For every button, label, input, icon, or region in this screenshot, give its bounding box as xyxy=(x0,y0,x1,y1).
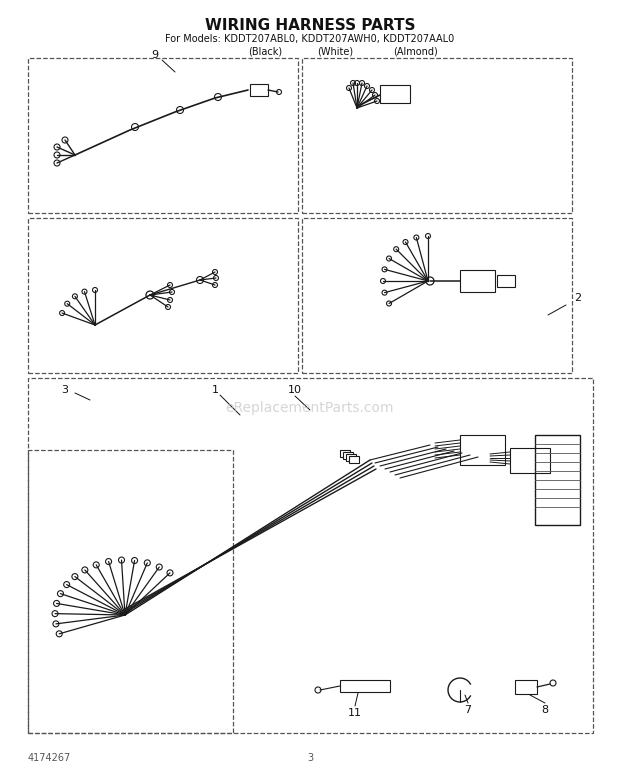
Bar xyxy=(28,450,233,733)
Bar xyxy=(343,452,353,459)
Bar xyxy=(380,85,410,103)
Text: For Models: KDDT207ABL0, KDDT207AWH0, KDDT207AAL0: For Models: KDDT207ABL0, KDDT207AWH0, KD… xyxy=(166,34,454,44)
Bar xyxy=(346,454,356,461)
Text: (Almond): (Almond) xyxy=(392,46,437,56)
Text: 10: 10 xyxy=(288,385,302,395)
Bar xyxy=(302,218,572,373)
Bar xyxy=(28,218,298,373)
Text: WIRING HARNESS PARTS: WIRING HARNESS PARTS xyxy=(205,18,415,33)
Bar xyxy=(460,435,505,465)
Text: 2: 2 xyxy=(575,293,582,303)
Bar xyxy=(497,275,515,287)
Bar xyxy=(28,378,593,733)
Text: eReplacementParts.com: eReplacementParts.com xyxy=(226,401,394,415)
Bar xyxy=(515,680,537,694)
Text: 3: 3 xyxy=(307,753,313,763)
Bar xyxy=(250,84,268,96)
Bar xyxy=(535,435,580,525)
Bar xyxy=(28,58,298,213)
Text: (Black): (Black) xyxy=(248,46,282,56)
Bar xyxy=(349,456,359,463)
Text: 11: 11 xyxy=(348,708,362,718)
Bar xyxy=(340,450,350,457)
Text: 8: 8 xyxy=(541,705,549,715)
Bar xyxy=(510,448,550,473)
Bar xyxy=(460,270,495,292)
Text: 4174267: 4174267 xyxy=(28,753,71,763)
Bar xyxy=(302,58,572,213)
Text: 3: 3 xyxy=(61,385,68,395)
Text: 1: 1 xyxy=(211,385,218,395)
Text: (White): (White) xyxy=(317,46,353,56)
Text: 9: 9 xyxy=(151,50,159,60)
Text: 7: 7 xyxy=(464,705,472,715)
Bar xyxy=(340,680,390,692)
